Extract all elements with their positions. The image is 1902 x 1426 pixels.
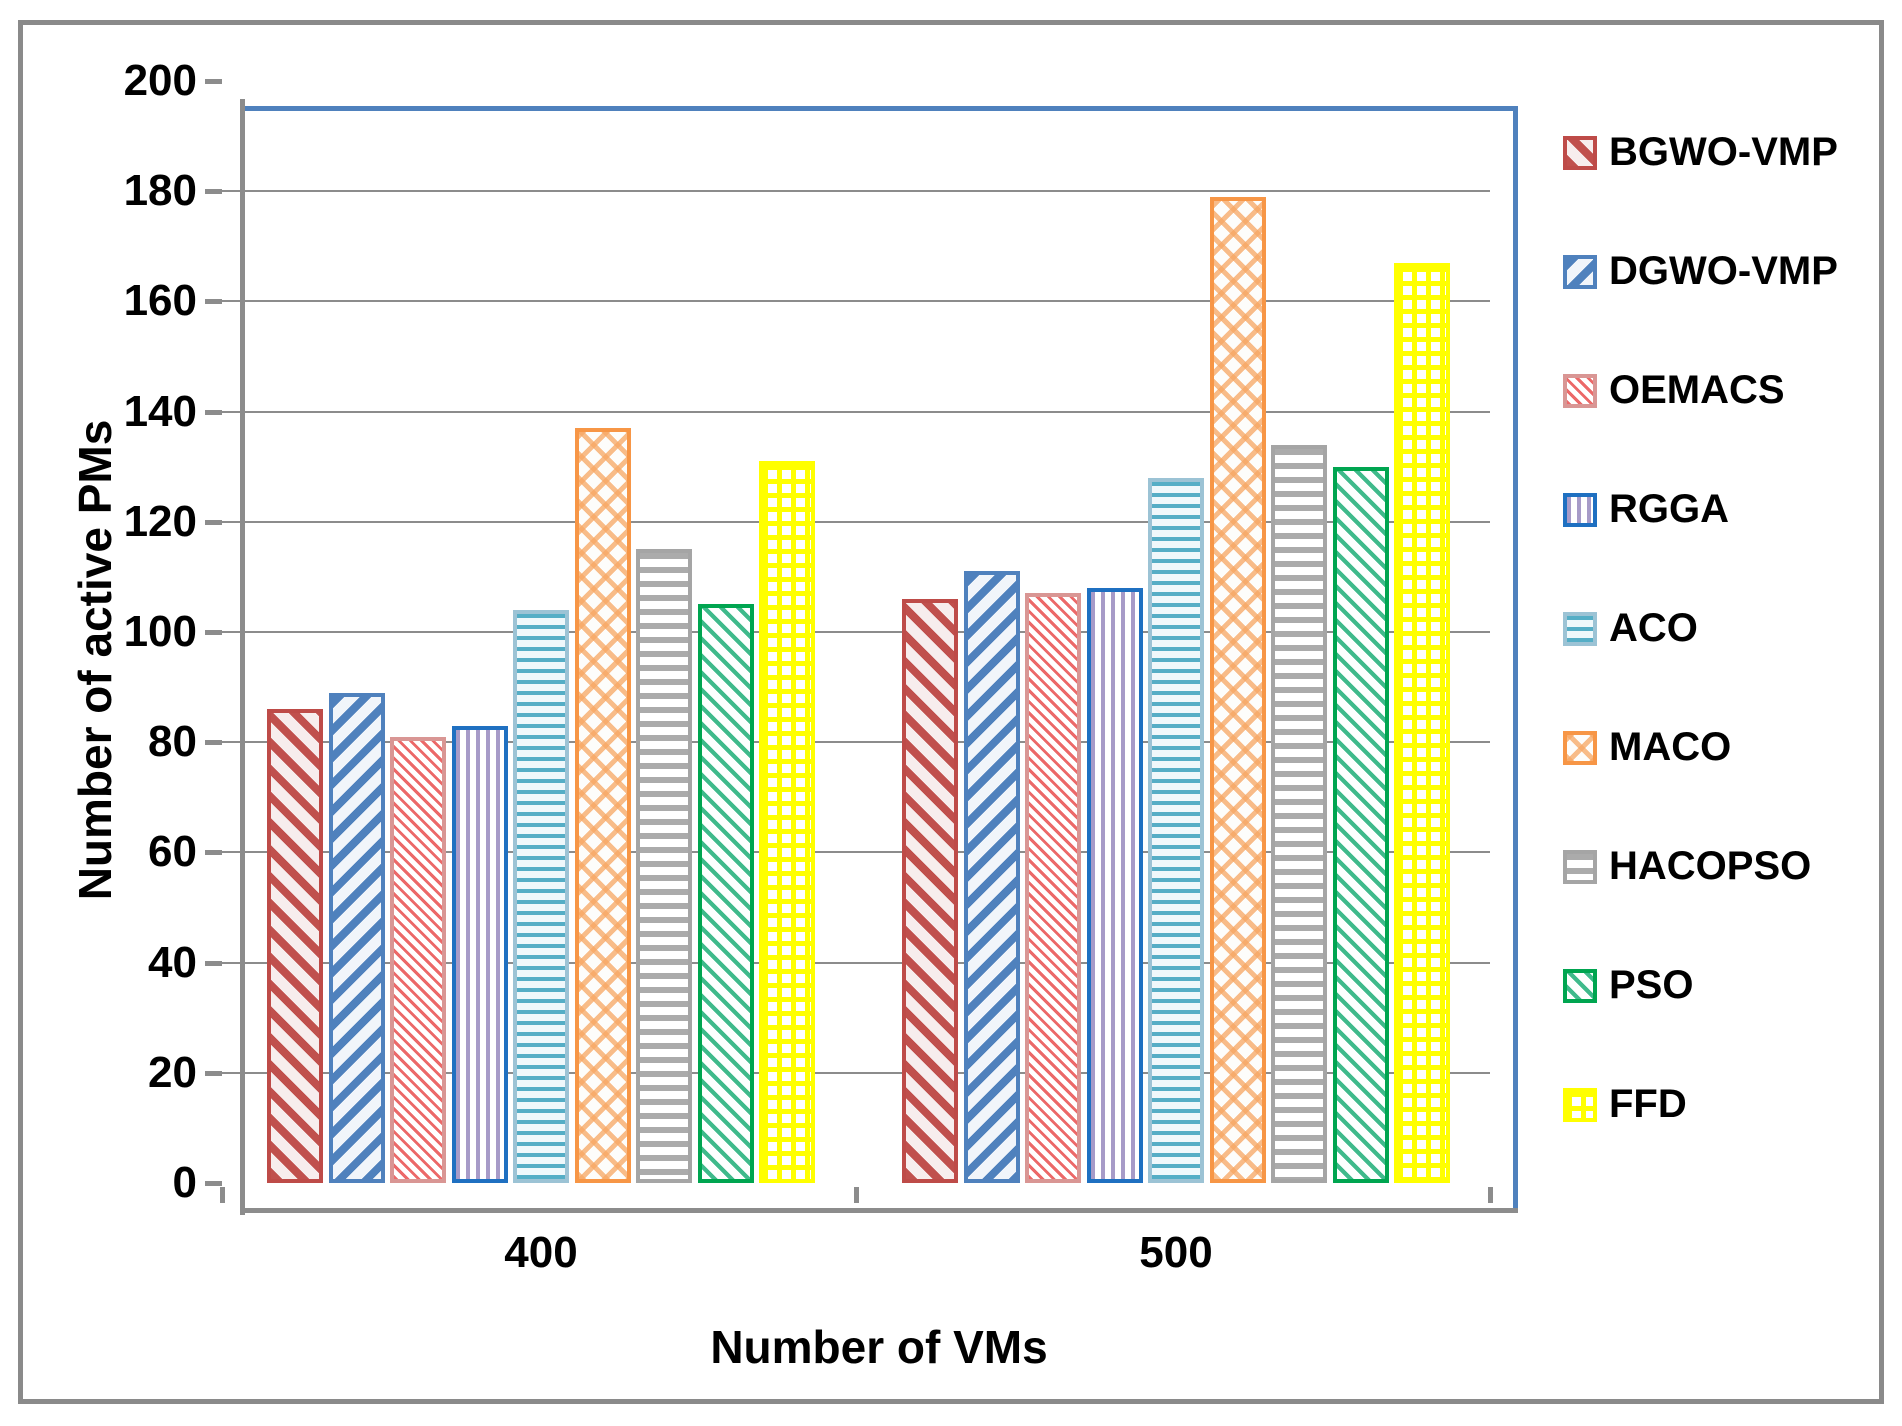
y-tick-label-80: 80: [148, 717, 197, 767]
gridline-120: [222, 520, 1490, 523]
y-tick-60: [205, 850, 222, 856]
y-tick-160: [205, 299, 222, 305]
x-axis-title: Number of VMs: [710, 1321, 1048, 1373]
y-tick-label-200: 200: [123, 56, 197, 105]
bar-HACOPSO-400: [636, 549, 692, 1183]
bar-FFD-500: [1394, 262, 1450, 1183]
bar-ACO-500: [1148, 477, 1204, 1183]
y-tick-100: [205, 630, 222, 635]
legend-label-HACOPSO: HACOPSO: [1609, 844, 1812, 888]
bar-ACO-400: [513, 609, 569, 1183]
legend-swatch-FFD: [1563, 1087, 1597, 1122]
bar-BGWO-VMP-400: [267, 709, 323, 1183]
bar-RGGA-500: [1086, 587, 1143, 1183]
bar-OEMACS-500: [1025, 593, 1081, 1183]
x-axis-line: [240, 1208, 1518, 1213]
y-tick-label-20: 20: [148, 1047, 197, 1097]
bar-FFD-400: [759, 461, 815, 1183]
y-tick-label-0: 0: [172, 1158, 197, 1207]
y-tick-label-100: 100: [123, 607, 197, 656]
bar-RGGA-400: [451, 725, 508, 1183]
legend-swatch-BGWO-VMP: [1563, 135, 1597, 170]
y-tick-label-160: 160: [123, 276, 197, 326]
legend-item-OEMACS: OEMACS: [1563, 368, 1785, 413]
legend-swatch-HACOPSO: [1563, 849, 1597, 884]
gridline-20: [222, 1071, 1490, 1074]
legend-item-FFD: FFD: [1563, 1082, 1687, 1127]
y-tick-80: [205, 740, 222, 746]
bar-DGWO-VMP-500: [963, 571, 1020, 1183]
legend-swatch-DGWO-VMP: [1563, 254, 1597, 289]
x-tick-2: [1488, 1187, 1493, 1203]
legend-swatch-PSO: [1563, 968, 1597, 1003]
legend-label-MACO: MACO: [1609, 725, 1732, 769]
y-tick-20: [205, 1070, 222, 1076]
category-label-500: 500: [1139, 1228, 1213, 1277]
legend-item-MACO: MACO: [1563, 725, 1731, 770]
legend-swatch-OEMACS: [1563, 373, 1597, 408]
bar-MACO-400: [574, 428, 631, 1183]
y-tick-140: [205, 409, 222, 415]
y-axis-line: [240, 99, 245, 1215]
y-tick-label-120: 120: [123, 496, 197, 546]
y-tick-40: [205, 960, 222, 966]
x-tick-0: [220, 1187, 225, 1203]
legend-item-RGGA: RGGA: [1563, 487, 1729, 532]
y-tick-label-40: 40: [148, 937, 197, 987]
bar-OEMACS-400: [390, 736, 446, 1183]
legend-swatch-RGGA: [1563, 492, 1597, 527]
legend-label-BGWO-VMP: BGWO-VMP: [1609, 130, 1838, 174]
category-label-400: 400: [504, 1228, 578, 1277]
legend-label-RGGA: RGGA: [1609, 487, 1729, 531]
gridline-60: [222, 851, 1490, 854]
legend-label-FFD: FFD: [1609, 1082, 1687, 1126]
y-axis-title: Number of active PMs: [69, 419, 121, 901]
bar-PSO-500: [1332, 466, 1389, 1183]
legend-label-OEMACS: OEMACS: [1609, 368, 1785, 412]
gridline-40: [222, 961, 1490, 964]
gridline-160: [222, 300, 1490, 303]
gridline-100: [222, 631, 1490, 633]
legend-item-HACOPSO: HACOPSO: [1563, 844, 1811, 889]
legend-item-BGWO-VMP: BGWO-VMP: [1563, 130, 1838, 175]
legend-item-DGWO-VMP: DGWO-VMP: [1563, 249, 1838, 294]
y-tick-label-180: 180: [123, 166, 197, 216]
plot-right-border: [1513, 106, 1518, 1211]
legend-item-ACO: ACO: [1563, 606, 1698, 651]
gridline-80: [222, 741, 1490, 744]
legend-label-PSO: PSO: [1609, 963, 1694, 1007]
legend-item-PSO: PSO: [1563, 963, 1693, 1008]
y-tick-200: [205, 79, 222, 84]
gridline-140: [222, 410, 1490, 413]
bar-BGWO-VMP-500: [902, 598, 958, 1183]
legend-swatch-ACO: [1563, 611, 1597, 646]
figure-border: 0 20 40 60 80 100 120 140 160 180 200 400 500 Numbe…: [18, 20, 1884, 1404]
x-tick-1: [854, 1187, 859, 1203]
legend: BGWO-VMP DGWO-VMP OEMACS RGGA ACO MACO HACOPSO…: [1563, 25, 1902, 1225]
plot-top-border: [245, 106, 1518, 111]
legend-swatch-MACO: [1563, 730, 1597, 765]
y-tick-label-60: 60: [148, 827, 197, 877]
legend-label-DGWO-VMP: DGWO-VMP: [1609, 249, 1838, 293]
y-tick-label-140: 140: [123, 386, 197, 436]
bar-PSO-400: [697, 604, 754, 1183]
bar-HACOPSO-500: [1271, 444, 1327, 1183]
y-tick-120: [205, 519, 222, 525]
legend-label-ACO: ACO: [1609, 606, 1698, 650]
bar-DGWO-VMP-400: [328, 692, 385, 1183]
gridline-180: [222, 190, 1490, 193]
y-tick-0: [205, 1181, 222, 1186]
bar-MACO-500: [1209, 196, 1266, 1183]
y-tick-180: [205, 189, 222, 195]
